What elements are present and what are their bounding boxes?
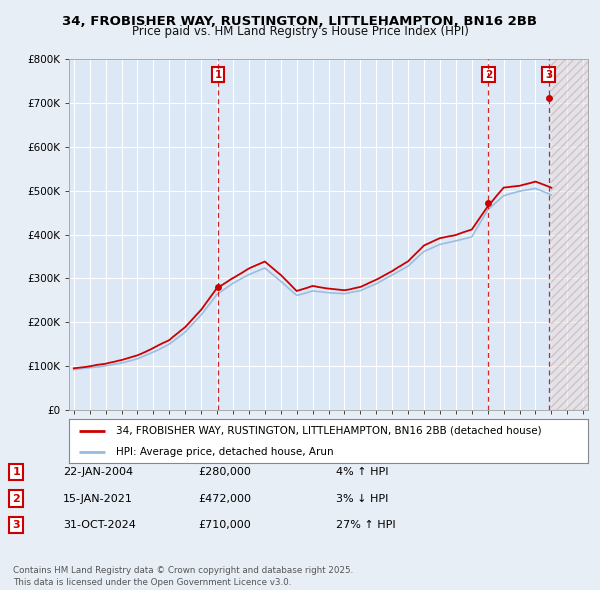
Text: £280,000: £280,000 xyxy=(198,467,251,477)
Text: 3: 3 xyxy=(13,520,20,530)
Text: 2: 2 xyxy=(485,70,492,80)
Text: 1: 1 xyxy=(13,467,20,477)
Text: £472,000: £472,000 xyxy=(198,494,251,503)
Text: 34, FROBISHER WAY, RUSTINGTON, LITTLEHAMPTON, BN16 2BB (detached house): 34, FROBISHER WAY, RUSTINGTON, LITTLEHAM… xyxy=(116,426,541,436)
Text: 31-OCT-2024: 31-OCT-2024 xyxy=(63,520,136,530)
Text: 4% ↑ HPI: 4% ↑ HPI xyxy=(336,467,389,477)
Text: 3: 3 xyxy=(545,70,553,80)
Text: 2: 2 xyxy=(13,494,20,503)
Text: Price paid vs. HM Land Registry's House Price Index (HPI): Price paid vs. HM Land Registry's House … xyxy=(131,25,469,38)
Text: HPI: Average price, detached house, Arun: HPI: Average price, detached house, Arun xyxy=(116,447,334,457)
Text: Contains HM Land Registry data © Crown copyright and database right 2025.
This d: Contains HM Land Registry data © Crown c… xyxy=(13,566,353,587)
Text: 3% ↓ HPI: 3% ↓ HPI xyxy=(336,494,388,503)
Text: 22-JAN-2004: 22-JAN-2004 xyxy=(63,467,133,477)
Text: 27% ↑ HPI: 27% ↑ HPI xyxy=(336,520,395,530)
Text: 15-JAN-2021: 15-JAN-2021 xyxy=(63,494,133,503)
Text: £710,000: £710,000 xyxy=(198,520,251,530)
Bar xyxy=(551,59,591,410)
Text: 34, FROBISHER WAY, RUSTINGTON, LITTLEHAMPTON, BN16 2BB: 34, FROBISHER WAY, RUSTINGTON, LITTLEHAM… xyxy=(62,15,538,28)
Text: 1: 1 xyxy=(214,70,221,80)
Bar xyxy=(551,59,591,410)
